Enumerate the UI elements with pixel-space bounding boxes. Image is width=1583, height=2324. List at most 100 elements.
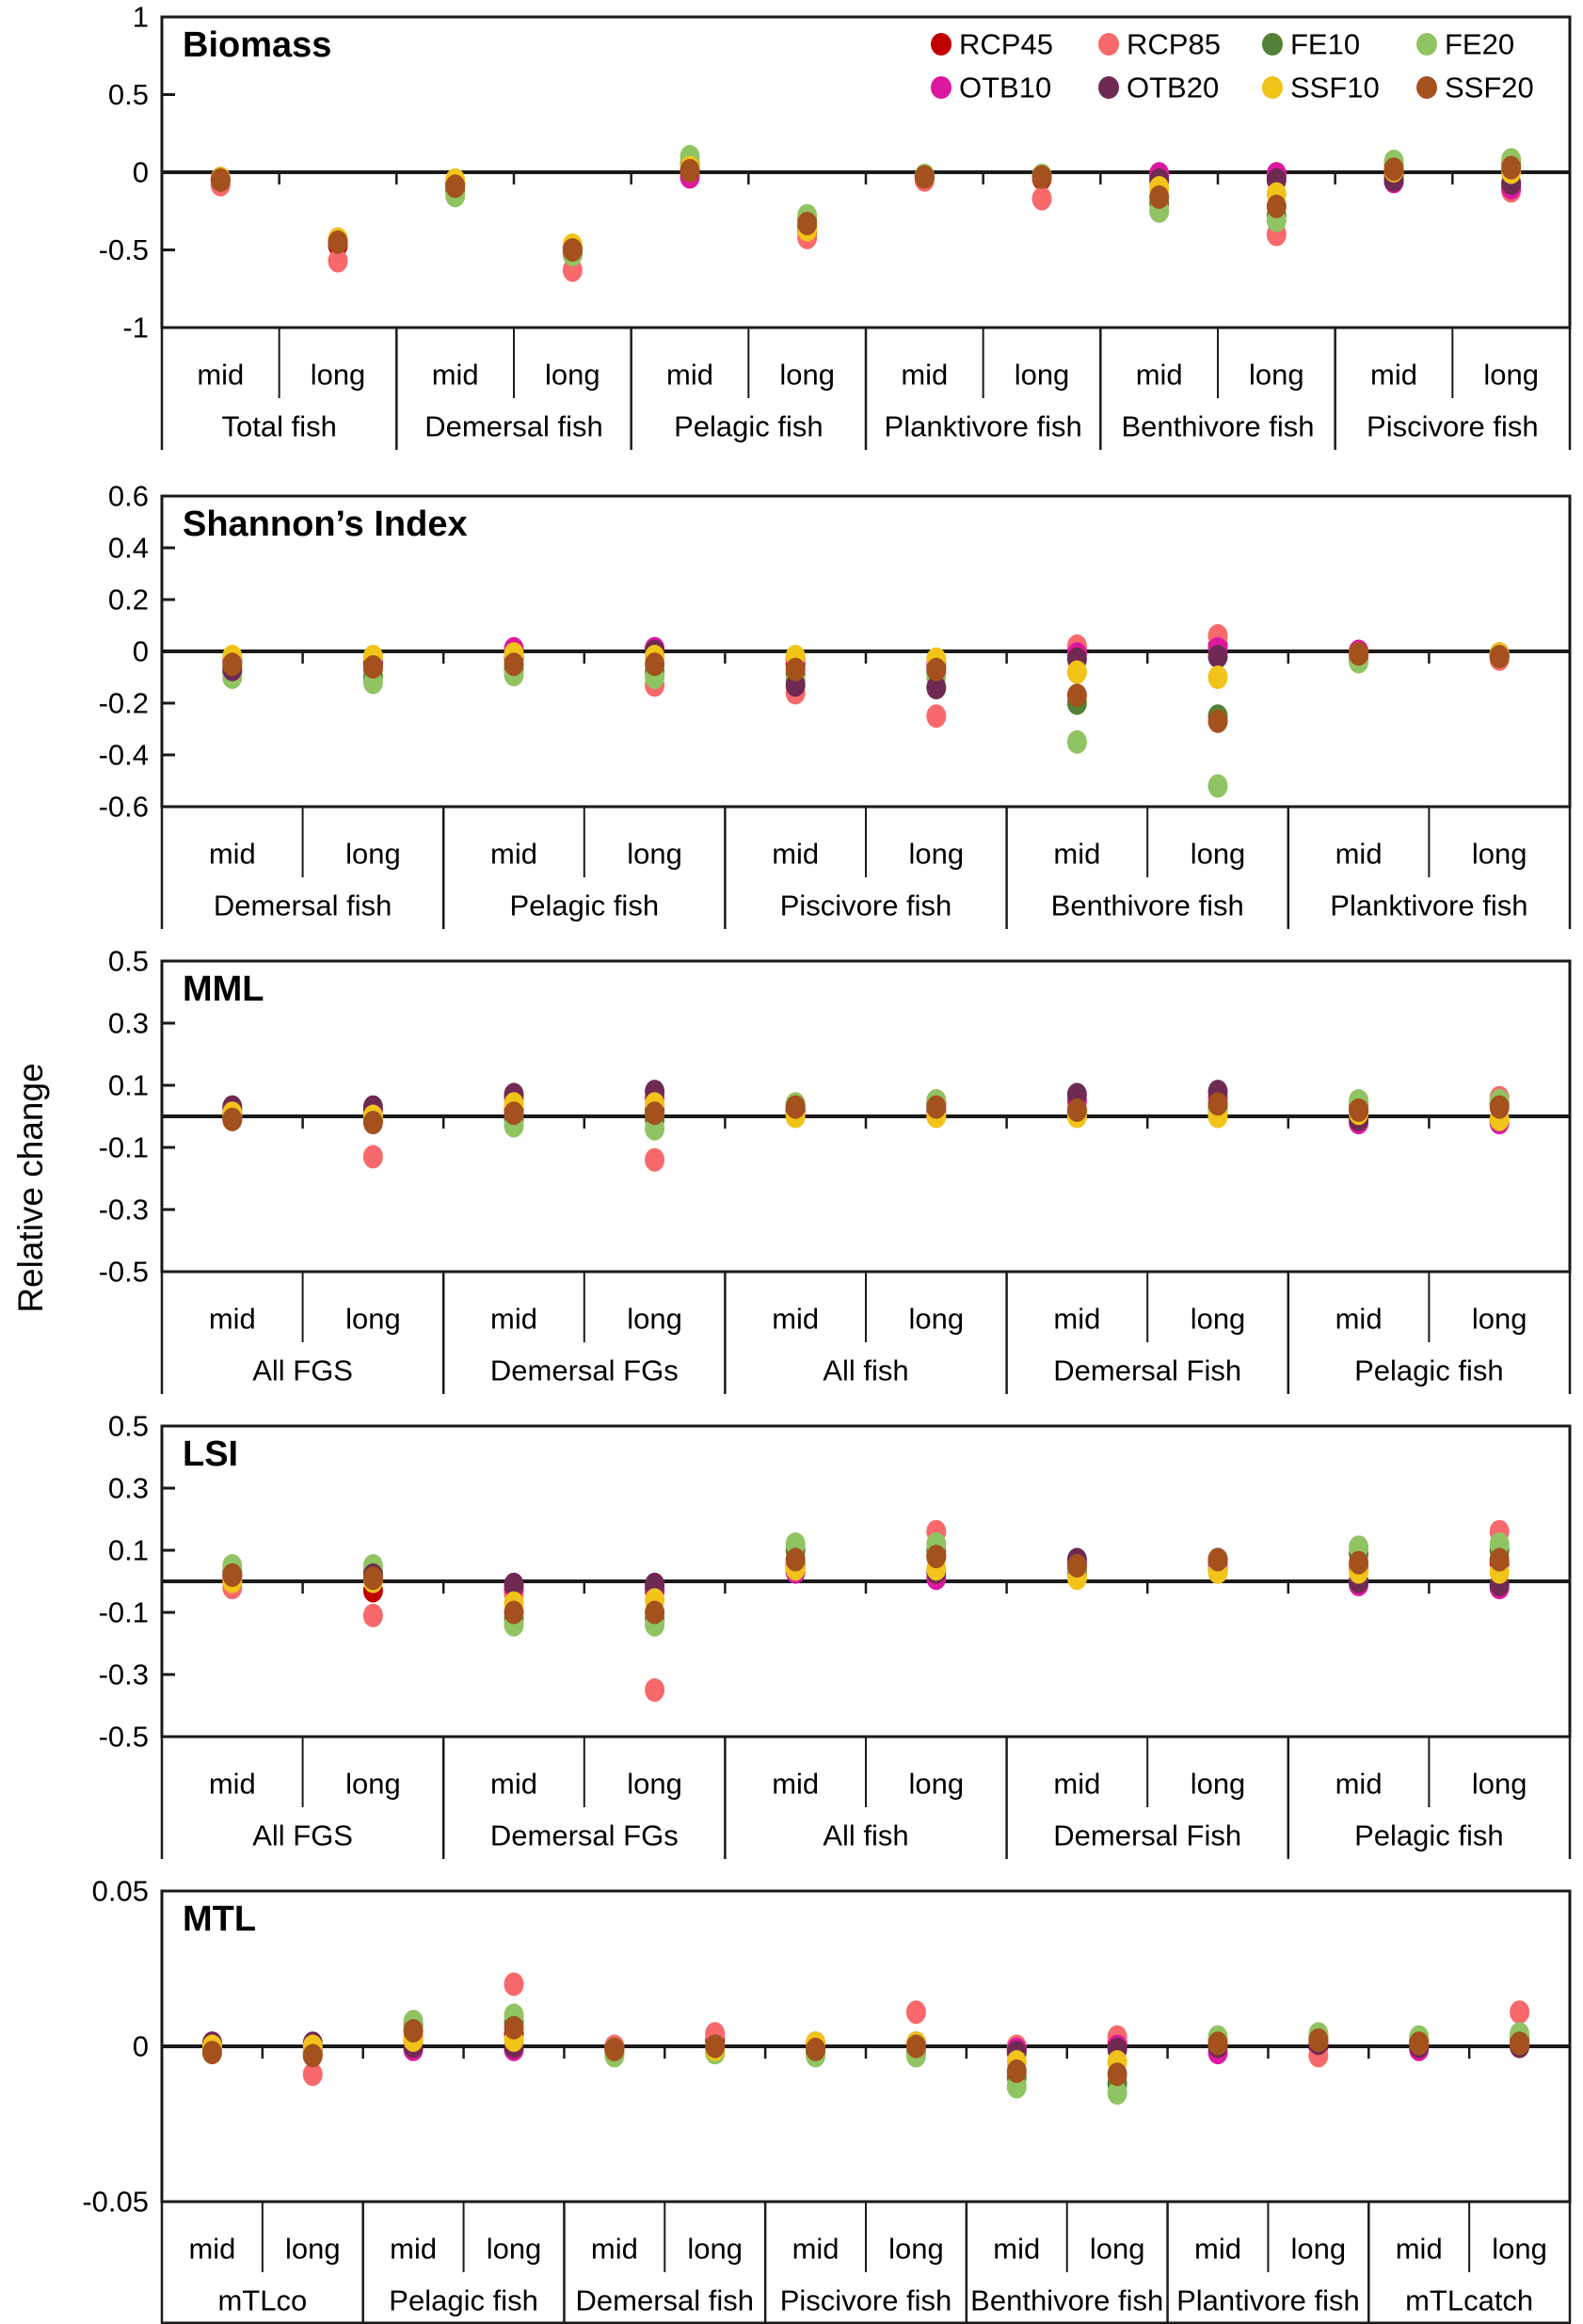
- y-tick-label: -0.4: [99, 739, 149, 772]
- sub-label: mid: [591, 2233, 638, 2266]
- data-point-SSF20: [645, 1101, 665, 1126]
- sub-label: mid: [209, 1768, 256, 1801]
- data-point-SSF20: [1349, 642, 1369, 666]
- y-tick-label: -0.1: [99, 1596, 149, 1629]
- y-tick-label: -0.1: [99, 1131, 149, 1164]
- data-point-SSF20: [222, 1563, 243, 1587]
- sub-label: mid: [1053, 1768, 1100, 1801]
- series-SSF20: [222, 1092, 1510, 1135]
- sub-label: mid: [772, 1303, 819, 1336]
- data-point-SSF20: [504, 1600, 524, 1625]
- data-point-SSF20: [1510, 2031, 1530, 2056]
- data-point-SSF20: [222, 1107, 243, 1131]
- sub-label: mid: [772, 838, 819, 871]
- data-point-SSF20: [504, 1101, 524, 1126]
- sub-label: mid: [432, 359, 479, 392]
- category-label: Benthivore fish: [1051, 890, 1244, 922]
- data-point-SSF20: [1489, 1547, 1510, 1572]
- category-label: Pelagic fish: [1354, 1354, 1504, 1387]
- category-label: All FGS: [252, 1354, 353, 1387]
- legend-marker-SSF10: [1262, 76, 1283, 99]
- data-point-RCP85: [504, 1972, 524, 1996]
- sub-label: long: [627, 1768, 682, 1801]
- y-tick-label: -0.5: [99, 233, 149, 266]
- x-axis-ticks: [301, 1581, 1431, 1594]
- data-point-OTB20: [926, 676, 947, 699]
- data-point-SSF20: [604, 2037, 625, 2061]
- sub-label: mid: [1335, 838, 1383, 871]
- data-point-SSF20: [1066, 1098, 1087, 1122]
- sub-label: long: [1472, 1303, 1527, 1336]
- category-label: Benthivore fish: [970, 2284, 1163, 2317]
- data-point-SSF20: [785, 1547, 806, 1572]
- data-point-SSF20: [1349, 1550, 1369, 1575]
- sub-label: mid: [901, 359, 948, 392]
- panel-title: Biomass: [183, 25, 331, 65]
- data-point-SSF20: [210, 168, 231, 192]
- sub-label: long: [345, 1303, 401, 1336]
- data-point-RCP85: [645, 1678, 665, 1702]
- sub-label: mid: [1396, 2233, 1443, 2266]
- y-tick-label: 0: [133, 635, 149, 668]
- data-point-RCP85: [1510, 2000, 1530, 2025]
- panel-mml: 0.5 0.3 0.1 -0.1 -0.3 -0.5 mid long mid long mid lo…: [99, 945, 1572, 1394]
- data-point-SSF10: [1066, 660, 1087, 684]
- category-label: All FGS: [252, 1819, 353, 1852]
- sub-label: mid: [490, 838, 537, 871]
- data-point-SSF20: [1207, 1547, 1228, 1572]
- data-point-SSF20: [1066, 683, 1087, 708]
- x-axis-ticks: [301, 1116, 1431, 1129]
- data-point-SSF20: [926, 1545, 947, 1569]
- data-point-SSF20: [1489, 1095, 1510, 1119]
- data-point-SSF20: [362, 1566, 383, 1591]
- series-FE20: [210, 145, 1522, 266]
- data-point-FE20: [1207, 774, 1228, 798]
- sub-label: long: [1483, 359, 1539, 392]
- data-point-SSF20: [445, 174, 466, 199]
- category-label: mTLcatch: [1405, 2284, 1533, 2317]
- data-point-SSF20: [705, 2034, 726, 2059]
- data-point-SSF20: [1207, 709, 1228, 733]
- series-OTB20: [222, 639, 1510, 699]
- y-tick-label: 0.4: [108, 532, 149, 565]
- data-point-RCP85: [1031, 186, 1052, 211]
- sub-label: mid: [1335, 1303, 1383, 1336]
- legend-marker-OTB10: [931, 76, 951, 99]
- data-point-SSF20: [1409, 2031, 1430, 2056]
- sub-label: mid: [666, 359, 713, 392]
- data-point-SSF20: [797, 211, 818, 235]
- data-point-SSF20: [1207, 2031, 1228, 2056]
- sub-label: mid: [1194, 2233, 1241, 2266]
- label-area: mid long mid long mid long mid long mid long mid lo…: [160, 328, 1572, 450]
- y-tick-label: 1: [133, 1, 149, 34]
- y-axis-ticks: 0.6 0.4 0.2 0 -0.2 -0.4 -0.6: [99, 480, 175, 824]
- sub-label: mid: [792, 2233, 839, 2266]
- sub-label: long: [627, 1303, 682, 1336]
- category-label: Piscivore fish: [780, 890, 952, 922]
- category-label: Demersal Fish: [1053, 1354, 1241, 1387]
- x-axis-ticks: [278, 172, 1454, 184]
- label-area: mid long mid long mid long mid long mid long mid lo…: [160, 2202, 1572, 2324]
- legend-label-RCP85: RCP85: [1127, 28, 1221, 61]
- legend-label-SSF10: SSF10: [1290, 72, 1380, 104]
- data-point-SSF20: [403, 2019, 424, 2043]
- sub-label: long: [1191, 1768, 1246, 1801]
- sub-label: mid: [1053, 838, 1100, 871]
- y-axis-ticks: 0.5 0.3 0.1 -0.1 -0.3 -0.5: [99, 1410, 175, 1754]
- sub-label: mid: [188, 2233, 235, 2266]
- legend-label-FE10: FE10: [1290, 28, 1360, 61]
- data-point-SSF20: [1266, 194, 1287, 218]
- data-point-RCP85: [362, 1145, 383, 1169]
- category-label: Piscivore fish: [1367, 410, 1539, 443]
- series-RCP85: [222, 1519, 1510, 1702]
- legend-marker-SSF20: [1416, 76, 1437, 99]
- sub-label: long: [1191, 1303, 1246, 1336]
- y-tick-label: 0.1: [108, 1534, 149, 1567]
- y-tick-label: -0.3: [99, 1659, 149, 1691]
- legend-label-SSF20: SSF20: [1445, 72, 1534, 104]
- data-point-SSF20: [914, 165, 935, 189]
- y-tick-label: -0.05: [82, 2186, 149, 2219]
- series-SSF20: [222, 642, 1510, 733]
